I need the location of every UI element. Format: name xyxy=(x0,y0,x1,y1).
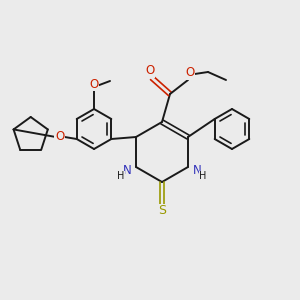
Text: H: H xyxy=(117,171,125,181)
Text: H: H xyxy=(199,171,207,181)
Text: O: O xyxy=(89,77,99,91)
Text: O: O xyxy=(146,64,154,77)
Text: N: N xyxy=(123,164,131,176)
Text: N: N xyxy=(193,164,201,176)
Text: O: O xyxy=(55,130,64,142)
Text: S: S xyxy=(158,205,166,218)
Text: O: O xyxy=(185,67,195,80)
